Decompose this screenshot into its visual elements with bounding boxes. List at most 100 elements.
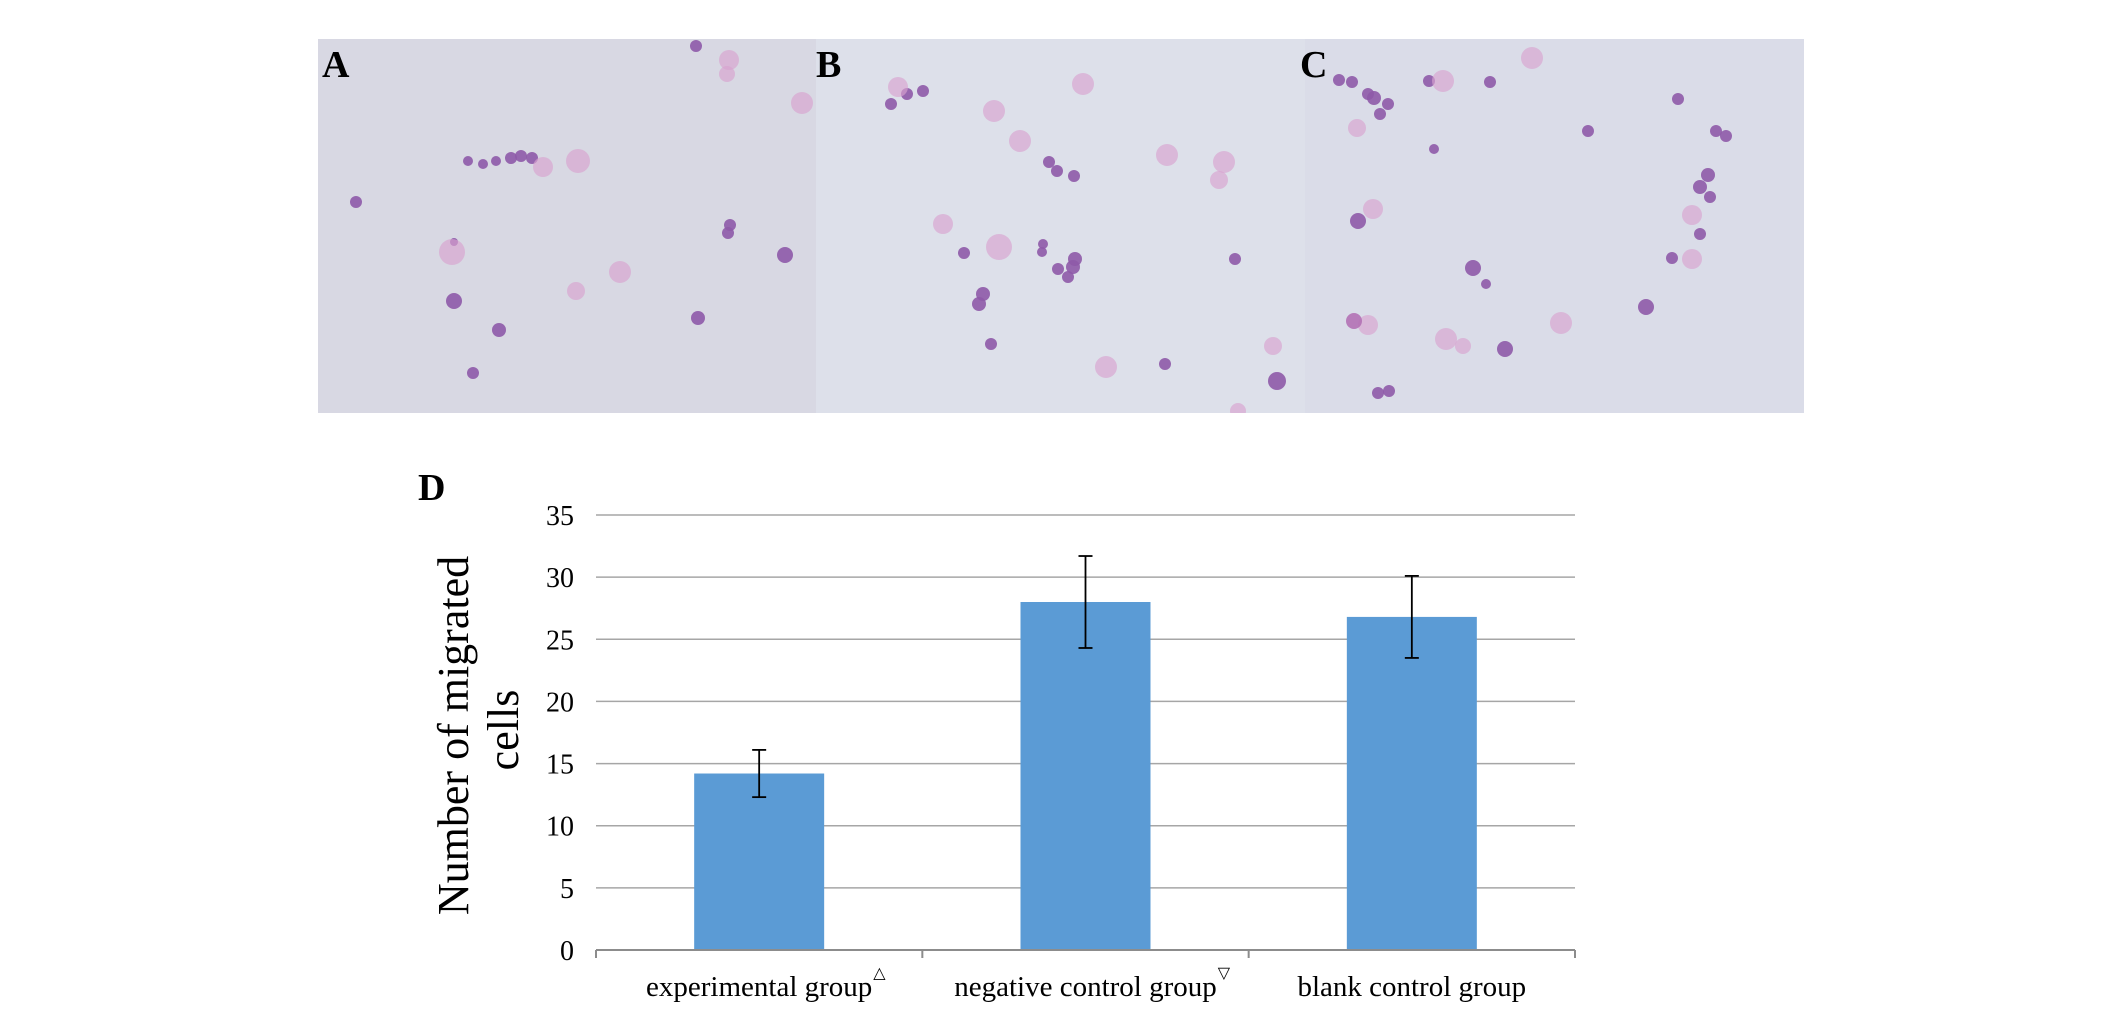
stained-cell (722, 227, 734, 239)
stained-cell (478, 159, 488, 169)
stained-cell (985, 338, 997, 350)
panel-letter-b: B (816, 44, 842, 86)
y-tick-labels: 0 5 10 15 20 25 30 35 (546, 501, 574, 967)
stained-cell (1694, 228, 1706, 240)
stained-cell (1484, 76, 1496, 88)
stained-cell (463, 156, 473, 166)
stained-cell (1159, 358, 1171, 370)
stained-cell (1068, 170, 1080, 182)
bar (1346, 616, 1477, 950)
error-bars (752, 555, 1419, 799)
stained-cell (1423, 75, 1435, 87)
stained-cell (1682, 205, 1702, 225)
x-tick-label: experimental group (646, 971, 872, 1003)
stained-cell (567, 282, 585, 300)
stained-cell (566, 149, 590, 173)
stained-cell (350, 196, 362, 208)
y-tick-label: 10 (546, 812, 574, 843)
stained-cell (958, 247, 970, 259)
stained-cell (1037, 247, 1047, 257)
stained-cells (350, 40, 1732, 413)
stained-cell (719, 66, 735, 82)
stained-cell (492, 323, 506, 337)
stained-cell (1068, 252, 1082, 266)
significance-marker: ▽ (1218, 965, 1231, 982)
x-tick-label: negative control group (954, 971, 1217, 1003)
y-tick-label: 15 (546, 750, 574, 781)
stained-cell (1230, 403, 1246, 413)
y-tick-label: 30 (546, 563, 574, 594)
stained-cell (505, 152, 517, 164)
stained-cell (1009, 130, 1031, 152)
stained-cell (1435, 328, 1457, 350)
stained-cell (439, 239, 465, 265)
stained-cell (1264, 337, 1282, 355)
micrograph-strip (318, 39, 1804, 413)
stained-cell (533, 157, 553, 177)
stained-cell (1210, 171, 1228, 189)
x-tick-label: blank control group (1297, 971, 1526, 1003)
stained-cell (1521, 47, 1543, 69)
y-tick-label: 0 (560, 936, 574, 967)
stained-cell (791, 92, 813, 114)
stained-cell (1229, 253, 1241, 265)
stained-cell (515, 150, 527, 162)
stained-cell (885, 98, 897, 110)
stained-cell (1043, 156, 1055, 168)
stained-cell (1682, 249, 1702, 269)
stained-cell (1383, 385, 1395, 397)
bar (694, 773, 825, 950)
stained-cell (1455, 338, 1471, 354)
stained-cell (1038, 239, 1048, 249)
stained-cell (1350, 213, 1366, 229)
stained-cell (983, 100, 1005, 122)
panel-letter-a: A (322, 44, 350, 86)
stained-cell (1429, 144, 1439, 154)
stained-cell (1374, 108, 1386, 120)
stained-cell (1710, 125, 1722, 137)
x-axis (595, 949, 1576, 958)
stained-cell (467, 367, 479, 379)
y-tick-label: 5 (560, 874, 574, 905)
stained-cell (1072, 73, 1094, 95)
stained-cell (1268, 372, 1286, 390)
panel-letter-d: D (418, 467, 445, 509)
stained-cell (1095, 356, 1117, 378)
bars (694, 602, 1477, 950)
stained-cell (691, 311, 705, 325)
stained-cell (1582, 125, 1594, 137)
stained-cell (719, 50, 739, 70)
stained-cell (1051, 165, 1063, 177)
stained-cell (609, 261, 631, 283)
stained-cell (1367, 91, 1381, 105)
stained-cell (1693, 180, 1707, 194)
stained-cell (1720, 130, 1732, 142)
stained-cell (690, 40, 702, 52)
stained-cell (1481, 279, 1491, 289)
stained-cell (933, 214, 953, 234)
stained-cell (888, 77, 908, 97)
stained-cell (1497, 341, 1513, 357)
stained-cell (1062, 271, 1074, 283)
stained-cell (1346, 76, 1358, 88)
x-tick-labels: experimental group △ negative control grou… (646, 965, 1526, 1003)
stained-cell (1052, 263, 1064, 275)
stained-cell (1550, 312, 1572, 334)
stained-cell (1672, 93, 1684, 105)
stained-cell (1382, 98, 1394, 110)
stained-cell (491, 156, 501, 166)
stained-cell (1701, 168, 1715, 182)
stained-cell (1432, 70, 1454, 92)
stained-cell (1348, 119, 1366, 137)
y-axis-label-line-1: Number of migrated (429, 556, 478, 915)
y-tick-label: 20 (546, 687, 574, 718)
stained-cell (986, 234, 1012, 260)
stained-cell (972, 297, 986, 311)
y-tick-label: 35 (546, 501, 574, 532)
stained-cell (1358, 315, 1378, 335)
stained-cell (1363, 199, 1383, 219)
micrograph-panel-b (816, 39, 1305, 413)
stained-cell (1156, 144, 1178, 166)
stained-cell (1666, 252, 1678, 264)
